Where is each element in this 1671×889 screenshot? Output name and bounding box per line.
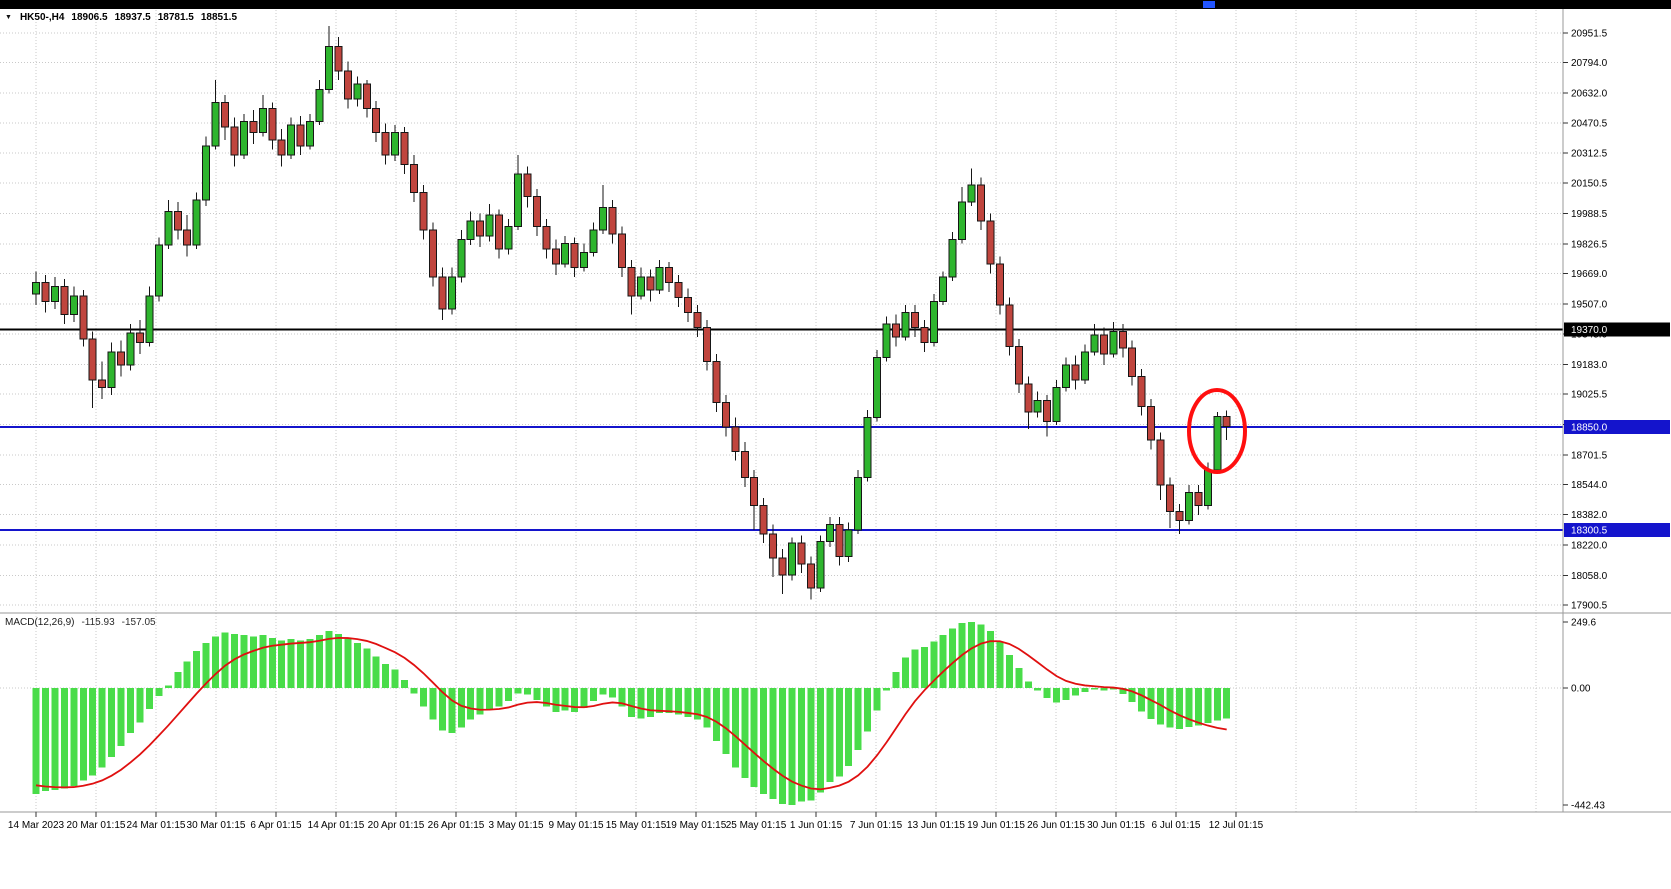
time-axis-label: 14 Mar 2023	[8, 820, 65, 831]
time-axis-label: 30 Jun 01:15	[1087, 820, 1145, 831]
price-axis-label: 19669.0	[1571, 269, 1608, 280]
window-titlebar	[0, 0, 1671, 9]
price-axis-label: 20632.0	[1571, 88, 1608, 99]
time-axis-label: 3 May 01:15	[488, 820, 543, 831]
ohlc-low: 18781.5	[157, 12, 194, 23]
time-axis-label: 13 Jun 01:15	[907, 820, 965, 831]
time-axis-label: 15 May 01:15	[606, 820, 667, 831]
time-axis-label: 30 Mar 01:15	[187, 820, 246, 831]
price-axis-label: 18058.0	[1571, 571, 1608, 582]
time-axis-label: 20 Mar 01:15	[67, 820, 126, 831]
macd-signal-value: -157.05	[121, 617, 156, 628]
svg-text:19370.0: 19370.0	[1571, 325, 1608, 336]
ohlc-open: 18906.5	[71, 12, 108, 23]
macd-axis-label: 249.6	[1571, 618, 1596, 629]
time-axis-label: 19 Jun 01:15	[967, 820, 1025, 831]
time-axis-label: 19 May 01:15	[666, 820, 727, 831]
chart-symbol-icon: ▼	[5, 14, 12, 21]
time-axis-label: 7 Jun 01:15	[850, 820, 903, 831]
price-axis-label: 20312.5	[1571, 148, 1608, 159]
macd-axis[interactable]: 249.6 0.00 -442.43	[1563, 618, 1605, 812]
svg-text:18300.5: 18300.5	[1571, 526, 1608, 537]
time-axis-label: 1 Jun 01:15	[790, 820, 843, 831]
price-axis-label: 20951.5	[1571, 29, 1608, 40]
price-axis-label: 20470.5	[1571, 119, 1608, 130]
price-axis-label: 20794.0	[1571, 58, 1608, 69]
pane-separators	[0, 9, 1671, 813]
price-axis-label: 18220.0	[1571, 541, 1608, 552]
time-axis-label: 26 Jun 01:15	[1027, 820, 1085, 831]
annotation-circle[interactable]	[1187, 388, 1247, 474]
candles-series	[32, 25, 1231, 600]
price-line-badge: 18300.5	[1564, 523, 1670, 538]
price-axis-label: 19988.5	[1571, 209, 1608, 220]
price-axis-label: 19025.5	[1571, 390, 1608, 401]
price-line-badge: 18850.0	[1564, 419, 1670, 434]
svg-text:18850.0: 18850.0	[1571, 422, 1608, 433]
macd-axis-label: -442.43	[1571, 800, 1605, 811]
time-axis-label: 12 Jul 01:15	[1209, 820, 1264, 831]
price-axis-label: 18382.0	[1571, 510, 1608, 521]
macd-axis-label: 0.00	[1571, 684, 1591, 695]
price-axis-label: 18544.0	[1571, 480, 1608, 491]
price-line-badge: 19370.0	[1564, 322, 1670, 337]
price-axis-label: 19507.0	[1571, 299, 1608, 310]
time-axis-label: 9 May 01:15	[548, 820, 603, 831]
time-axis-label: 26 Apr 01:15	[428, 820, 485, 831]
time-axis-label: 6 Apr 01:15	[250, 820, 302, 831]
titlebar-accent	[1203, 1, 1215, 8]
macd-value: -115.93	[81, 617, 115, 628]
price-axis-label: 18701.5	[1571, 450, 1608, 461]
ohlc-high: 18937.5	[114, 12, 151, 23]
macd-signal-line	[35, 636, 1227, 791]
macd-indicator-header: MACD(12,26,9) -115.93 -157.05	[5, 617, 156, 628]
time-axis-label: 6 Jul 01:15	[1152, 820, 1201, 831]
ohlc-close: 18851.5	[200, 12, 238, 23]
symbol-period: HK50-,H4	[19, 12, 65, 23]
macd-name: MACD(12,26,9)	[5, 617, 75, 628]
time-axis-label: 14 Apr 01:15	[308, 820, 365, 831]
gridlines	[0, 10, 1563, 812]
price-axis-label: 17900.5	[1571, 601, 1608, 612]
symbol-ohlc-header: ▼ HK50-,H4 18906.5 18937.5 18781.5 18851…	[5, 12, 237, 23]
time-axis-label: 25 May 01:15	[726, 820, 787, 831]
price-axis-label: 19183.0	[1571, 360, 1608, 371]
price-axis-label: 19826.5	[1571, 239, 1608, 250]
macd-histogram	[32, 621, 1231, 805]
time-axis-label: 20 Apr 01:15	[368, 820, 425, 831]
time-axis-label: 24 Mar 01:15	[127, 820, 186, 831]
time-axis[interactable]: 14 Mar 2023 20 Mar 01:15 24 Mar 01:15 30 Ma…	[8, 812, 1264, 831]
price-axis-label: 20150.5	[1571, 179, 1608, 190]
